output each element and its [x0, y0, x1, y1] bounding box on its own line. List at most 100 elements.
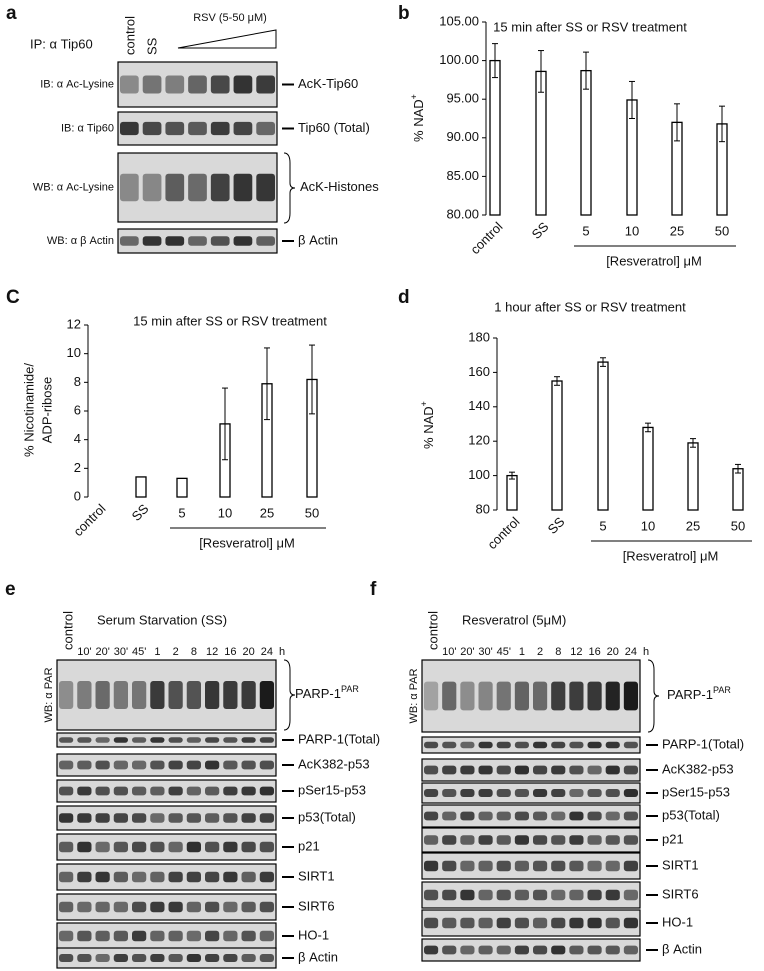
blot-band [223, 871, 238, 883]
error-bar [264, 347, 270, 421]
blot-band [605, 789, 620, 797]
blot-band [460, 889, 475, 901]
blot-band [587, 889, 602, 901]
blot-band [587, 917, 602, 929]
par-label: WB: α PAR [43, 667, 55, 722]
blot-band [460, 811, 475, 821]
blot-band [533, 741, 548, 749]
blot-band [241, 871, 256, 883]
blot-band [605, 860, 620, 872]
blot-band [569, 741, 584, 749]
blot [421, 852, 641, 880]
blot-band [478, 789, 493, 797]
row-label: p21 [298, 838, 320, 853]
bar [597, 361, 609, 511]
blot-band [605, 835, 620, 845]
blot-band [623, 835, 638, 845]
blot-band [478, 945, 493, 955]
blot-band [623, 917, 638, 929]
blot-band [223, 930, 238, 942]
blot [421, 758, 641, 782]
panel-letter: C [6, 287, 20, 308]
time-unit: h [279, 646, 285, 658]
blot-band [259, 871, 274, 883]
y-tick-label: 6 [74, 402, 81, 417]
blot-band [569, 889, 584, 901]
blot-band [205, 681, 220, 709]
blot-band [496, 835, 511, 845]
blot [56, 779, 277, 803]
blot-band [587, 765, 602, 775]
blot-band [442, 835, 457, 845]
x-tick-label: SS [129, 501, 152, 524]
blot-band [533, 945, 548, 955]
blot-band [205, 871, 220, 883]
blot-band [205, 760, 220, 770]
blot-band [551, 789, 566, 797]
blot-band [496, 741, 511, 749]
row-label: p53(Total) [662, 807, 720, 822]
blot-band [59, 901, 74, 913]
blot-band [569, 765, 584, 775]
blot-band [514, 741, 529, 749]
blot-band [205, 786, 220, 796]
blot-band [605, 889, 620, 901]
y-tick-label: 140 [468, 398, 490, 413]
blot-band [569, 860, 584, 872]
blot-band [95, 786, 110, 796]
blot-band [496, 765, 511, 775]
blot-band [442, 945, 457, 955]
blot-band [168, 813, 183, 823]
blot-band [223, 954, 238, 962]
blot-band [168, 930, 183, 942]
blot-band [132, 871, 147, 883]
blot-band [186, 681, 201, 709]
blot-band [205, 841, 220, 853]
blot-band [142, 173, 162, 202]
blot-band [496, 789, 511, 797]
blot-band [188, 121, 207, 136]
blot-band [623, 889, 638, 901]
blot-band [205, 954, 220, 962]
blot-band [168, 841, 183, 853]
blot-band [59, 786, 74, 796]
blot-band [59, 841, 74, 853]
blot-band [59, 813, 74, 823]
y-axis-label-main: % NAD [411, 99, 426, 142]
blot-band [259, 954, 274, 962]
bar [535, 70, 547, 216]
blot-band [150, 871, 165, 883]
blot-band [186, 813, 201, 823]
y-tick-label: 0 [74, 488, 81, 503]
bar [551, 380, 563, 511]
blot-band [95, 760, 110, 770]
blot-band [259, 737, 274, 743]
blot-band [59, 681, 74, 709]
ip-label: IP: α Tip60 [30, 36, 93, 51]
row-label: PARP-1(Total) [298, 731, 380, 746]
chart-title: 15 min after SS or RSV treatment [493, 19, 687, 34]
blot-band [150, 737, 165, 743]
blot-band [551, 765, 566, 775]
blot-band [256, 173, 275, 202]
blot-band [496, 860, 511, 872]
blot-band [514, 811, 529, 821]
blot-band [551, 681, 566, 711]
blot-band [95, 841, 110, 853]
blot-band [168, 681, 183, 709]
blot [56, 732, 277, 748]
blot-band [165, 75, 185, 94]
x-tick-label: 5 [582, 223, 589, 238]
blot [421, 909, 641, 937]
blot-band [259, 930, 274, 942]
blot-band [223, 681, 238, 709]
x-axis-label: [Resveratrol] μM [606, 253, 702, 268]
blot-band [186, 930, 201, 942]
blot-band [113, 930, 128, 942]
blot-band [150, 681, 165, 709]
blot-band [569, 811, 584, 821]
brace [283, 659, 296, 731]
brace [283, 152, 296, 224]
blot-band [150, 901, 165, 913]
blot-band [478, 889, 493, 901]
